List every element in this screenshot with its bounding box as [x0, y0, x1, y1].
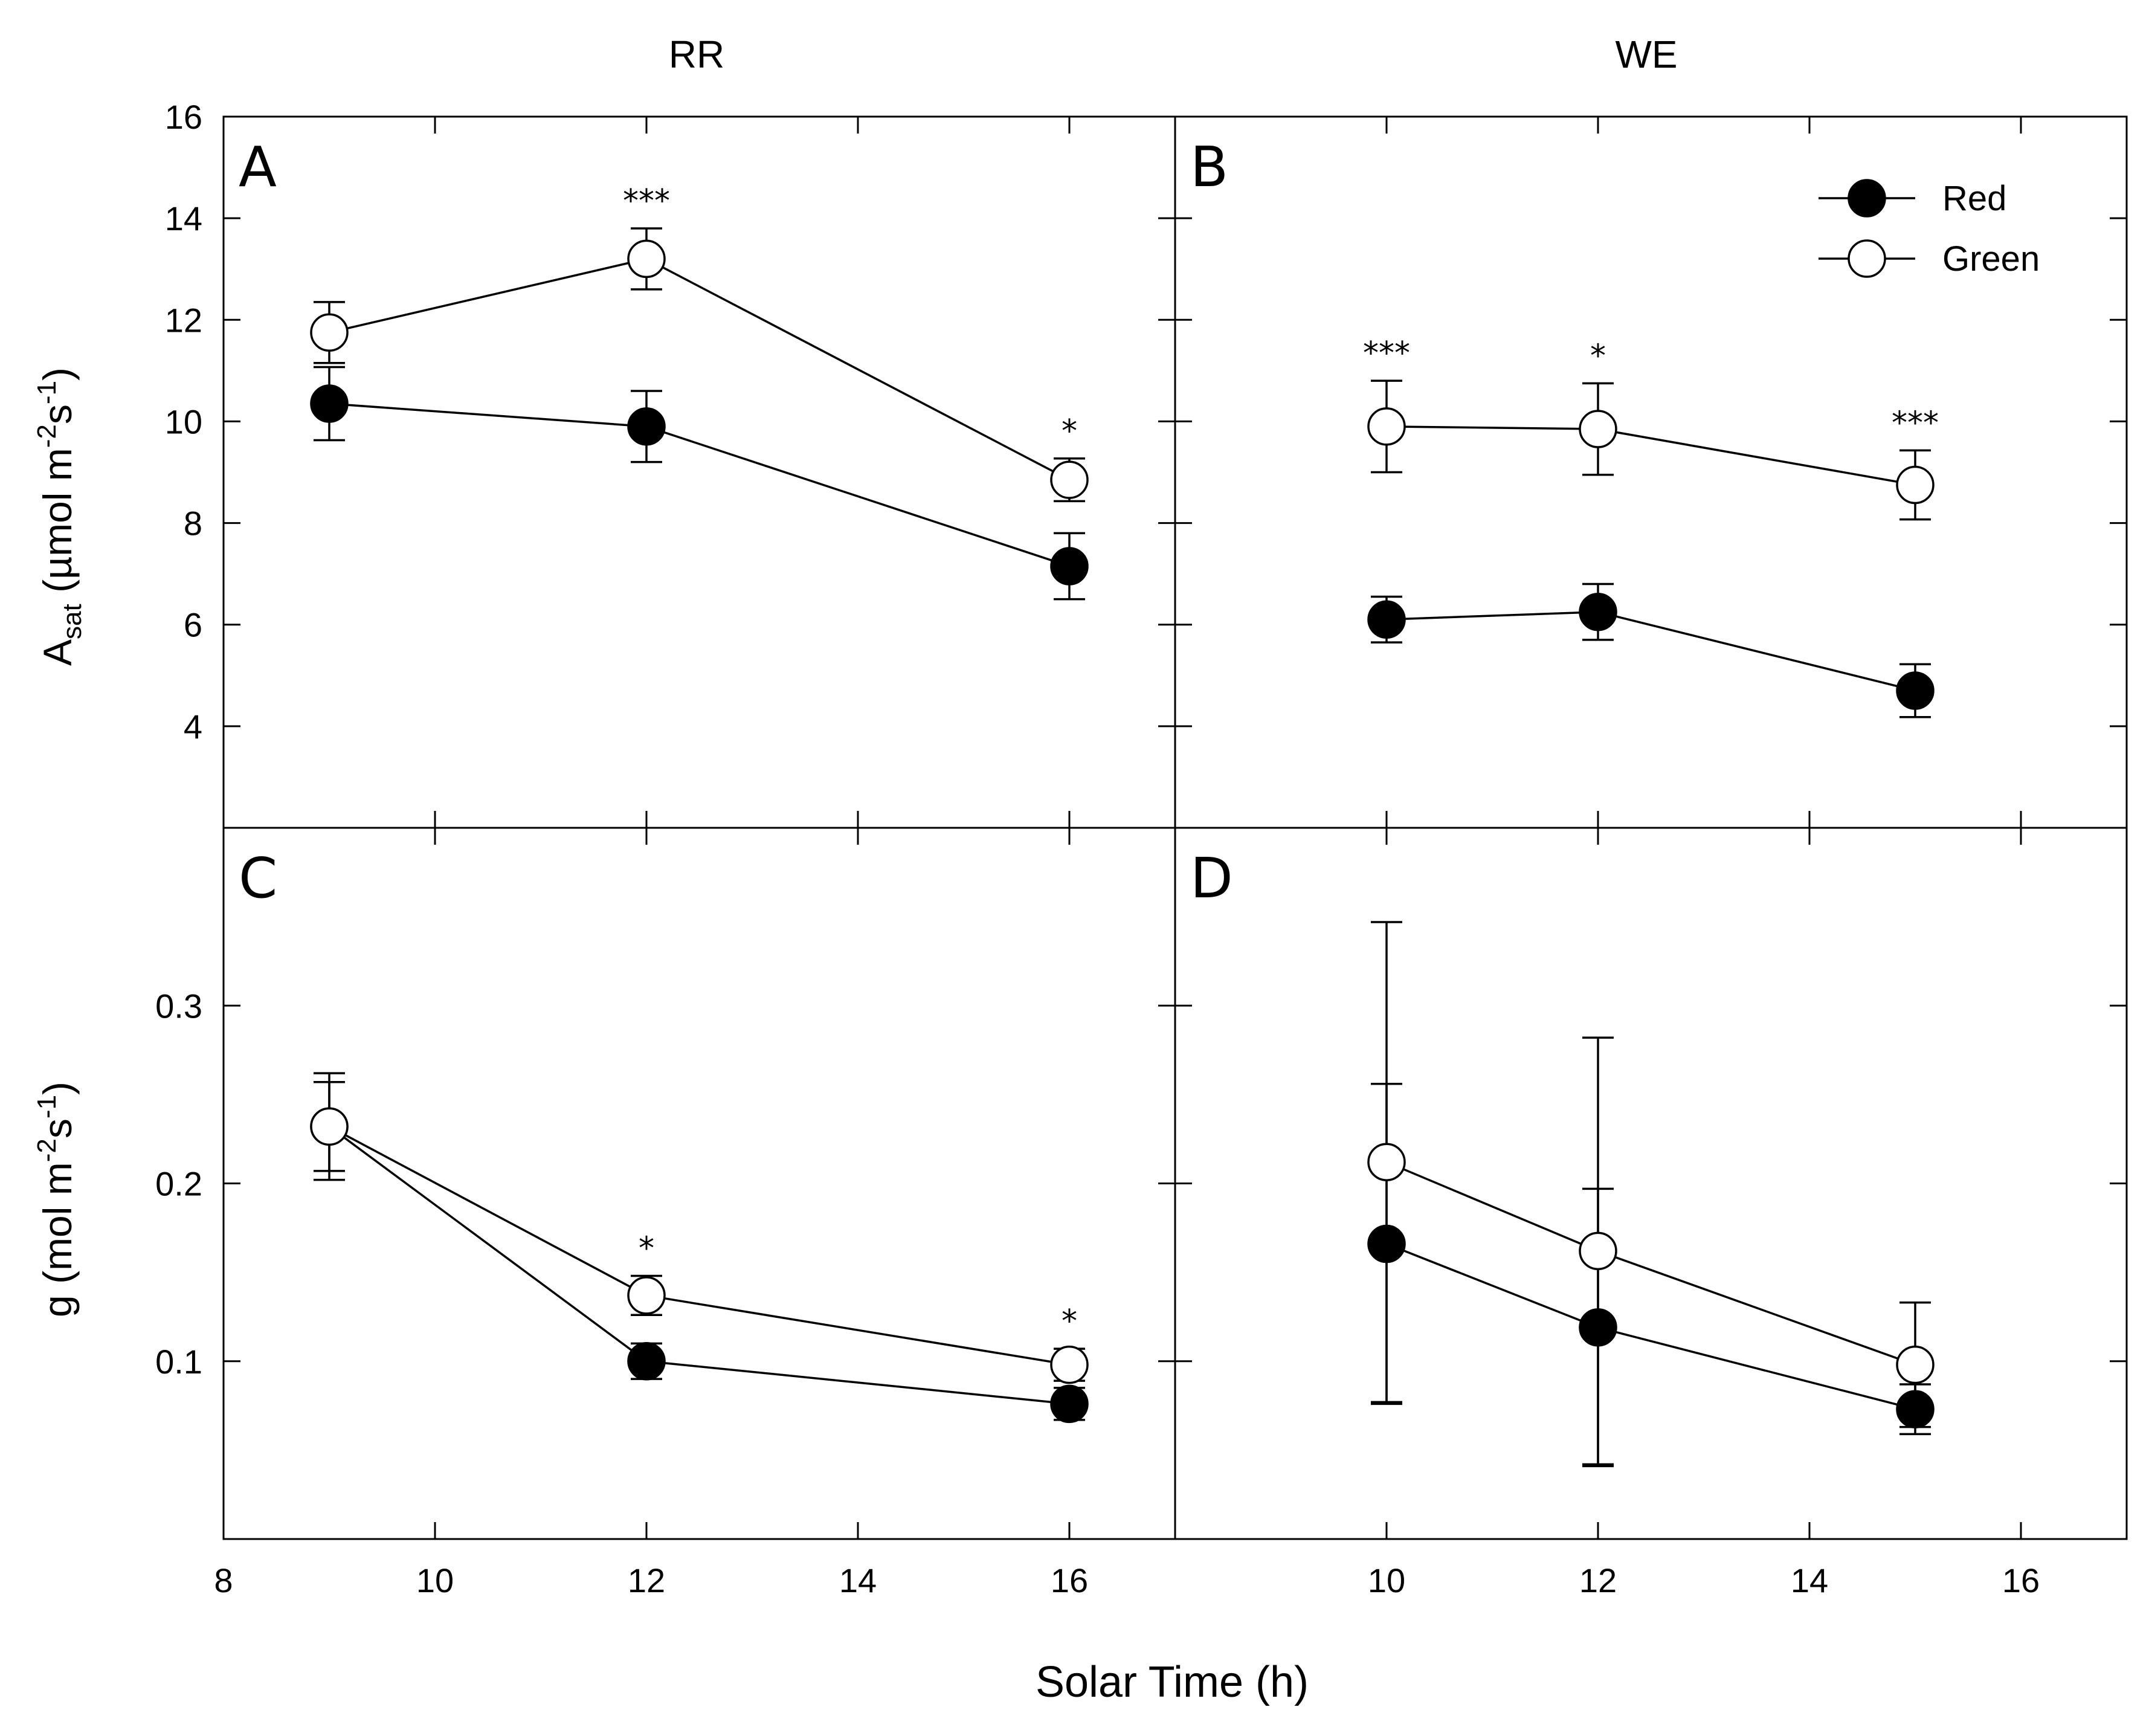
- legend: Red Green: [1819, 179, 2040, 279]
- series-line-green-b: [1386, 425, 1916, 486]
- y-tick-label-c-0.2: 0.2: [155, 1165, 202, 1203]
- data-point-red-d-0: [1367, 1224, 1406, 1263]
- x-tick-label-c-14: 14: [839, 1561, 877, 1599]
- x-axis-label: Solar Time (h): [1036, 1658, 1309, 1706]
- legend-label-green: Green: [1942, 239, 2040, 279]
- x-tick-label-c-16: 16: [1051, 1561, 1088, 1599]
- column-label-we: WE: [1615, 33, 1677, 76]
- y-tick-label-a-4: 4: [184, 708, 202, 746]
- data-point-green-a-2: [1050, 460, 1089, 499]
- y-axis-label-asat: Asat (µmol m-2s-1): [32, 367, 87, 666]
- panel-letter-b: B: [1190, 135, 1228, 199]
- data-point-green-b-2: [1896, 465, 1935, 505]
- series-line-red-d: [1386, 1242, 1916, 1410]
- data-point-red-b-2: [1896, 671, 1935, 710]
- y-tick-label-a-12: 12: [165, 301, 202, 339]
- y-tick-label-c-0.3: 0.3: [155, 987, 202, 1025]
- y-tick-label-a-8: 8: [184, 505, 202, 543]
- data-point-green-d-0: [1367, 1143, 1406, 1181]
- panel-frame-a: [222, 115, 1176, 829]
- legend-marker-red: [1848, 179, 1886, 218]
- y-tick-label-a-16: 16: [165, 98, 202, 136]
- y-axis-label-g: g (mol m-2s-1): [32, 1082, 80, 1317]
- y-tick-label-a-6: 6: [184, 606, 202, 644]
- data-point-red-a-2: [1050, 547, 1089, 586]
- data-point-red-c-2: [1050, 1384, 1089, 1424]
- data-point-red-b-1: [1579, 592, 1617, 631]
- y-tick-label-a-10: 10: [165, 402, 202, 440]
- x-tick-label-c-8: 8: [214, 1561, 233, 1599]
- panel-letter-d: D: [1190, 846, 1233, 911]
- significance-marker-a-1: *: [1062, 413, 1077, 450]
- data-point-red-a-1: [627, 407, 666, 446]
- significance-marker-b-2: ***: [1892, 405, 1939, 441]
- data-point-red-c-1: [627, 1342, 666, 1381]
- legend-label-red: Red: [1942, 179, 2006, 218]
- x-tick-label-c-10: 10: [416, 1561, 454, 1599]
- data-point-green-c-0: [310, 1107, 349, 1146]
- series-line-green-d: [1386, 1161, 1916, 1366]
- significance-marker-a-0: ***: [623, 183, 670, 219]
- data-point-green-b-0: [1367, 407, 1406, 446]
- x-tick-label-d-16: 16: [2002, 1561, 2040, 1599]
- significance-marker-b-1: *: [1590, 338, 1606, 374]
- y-tick-label-c-0.1: 0.1: [155, 1343, 202, 1381]
- series-line-red-a: [329, 402, 1070, 567]
- x-tick-label-d-10: 10: [1368, 1561, 1405, 1599]
- y-tick-label-a-14: 14: [165, 199, 202, 237]
- panel-frame-d: [1174, 827, 2128, 1540]
- data-point-green-d-1: [1579, 1231, 1617, 1271]
- data-point-green-a-0: [310, 313, 349, 352]
- data-point-green-c-2: [1050, 1345, 1089, 1384]
- significance-marker-c-1: *: [1062, 1303, 1077, 1340]
- series-line-red-b: [1386, 610, 1916, 692]
- data-point-red-d-2: [1896, 1390, 1935, 1428]
- series-line-red-c: [328, 1125, 1070, 1405]
- x-tick-label-d-14: 14: [1791, 1561, 1828, 1599]
- x-tick-label-c-12: 12: [628, 1561, 665, 1599]
- panel-frame-c: [222, 827, 1176, 1540]
- data-point-red-d-1: [1579, 1308, 1617, 1347]
- legend-marker-green: [1848, 239, 1886, 278]
- panel-letter-a: A: [239, 135, 277, 199]
- x-tick-label-d-12: 12: [1579, 1561, 1617, 1599]
- data-point-red-b-0: [1367, 600, 1406, 639]
- column-label-rr: RR: [669, 33, 724, 76]
- series-line-green-a: [329, 257, 1070, 481]
- panel-frame-b: [1174, 115, 2128, 829]
- data-point-green-d-2: [1896, 1345, 1935, 1384]
- data-point-green-b-1: [1579, 410, 1617, 448]
- significance-marker-c-0: *: [639, 1231, 654, 1267]
- series-line-green-c: [329, 1125, 1070, 1366]
- panel-letter-c: C: [239, 846, 277, 911]
- significance-marker-b-0: ***: [1363, 335, 1410, 372]
- data-point-green-a-1: [627, 239, 666, 279]
- data-point-red-a-0: [310, 384, 349, 423]
- data-point-green-c-1: [627, 1276, 666, 1315]
